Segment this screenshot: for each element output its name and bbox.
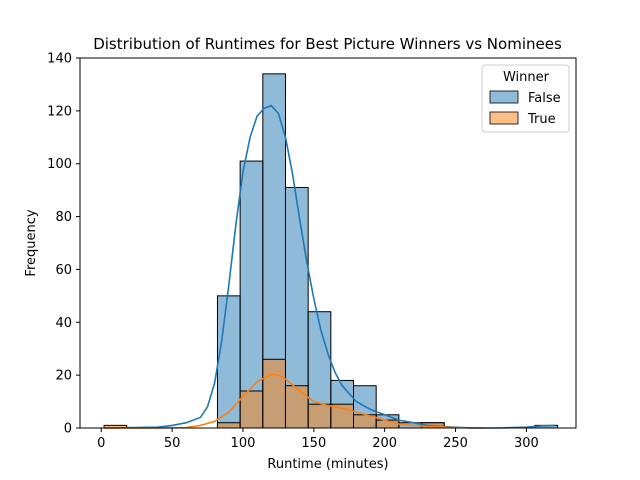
y-tick-label-0: 0 <box>64 422 72 437</box>
bar-true-5 <box>216 422 241 429</box>
y-tick-label-80: 80 <box>55 210 72 225</box>
legend: Winner False True <box>481 64 570 133</box>
bar-true-8 <box>284 385 309 429</box>
x-tick-label-200: 200 <box>372 436 397 451</box>
legend-swatch-true <box>489 111 519 125</box>
y-tick-label-40: 40 <box>55 316 72 331</box>
y-tick-label-140: 140 <box>47 52 72 67</box>
x-tick-label-300: 300 <box>514 436 539 451</box>
y-tick-label-20: 20 <box>55 369 72 384</box>
y-tick-label-100: 100 <box>47 157 72 172</box>
plot-frame <box>79 57 577 429</box>
bars-series-true <box>103 358 445 429</box>
x-axis-ticks: 0 50 100 150 200 250 300 <box>97 428 539 451</box>
kde-line-true <box>104 373 484 429</box>
x-axis-label: Runtime (minutes) <box>267 457 388 472</box>
legend-label-true: True <box>527 112 556 127</box>
bar-true-9 <box>307 403 332 429</box>
legend-label-false: False <box>528 91 561 106</box>
bar-true-7 <box>262 358 286 429</box>
x-tick-label-50: 50 <box>164 436 181 451</box>
x-tick-label-0: 0 <box>97 436 105 451</box>
y-axis-label: Frequency <box>24 209 39 276</box>
x-tick-label-250: 250 <box>443 436 468 451</box>
x-tick-label-100: 100 <box>231 436 256 451</box>
x-tick-label-150: 150 <box>301 436 326 451</box>
chart-title: Distribution of Runtimes for Best Pictur… <box>93 35 562 53</box>
y-tick-label-60: 60 <box>55 263 72 278</box>
legend-title: Winner <box>503 70 550 85</box>
legend-swatch-false <box>489 90 519 104</box>
plot-area <box>103 73 559 429</box>
bar-false-5 <box>216 295 241 429</box>
y-axis-ticks: 0 20 40 60 80 100 120 140 <box>47 52 80 437</box>
y-tick-label-120: 120 <box>47 104 72 119</box>
